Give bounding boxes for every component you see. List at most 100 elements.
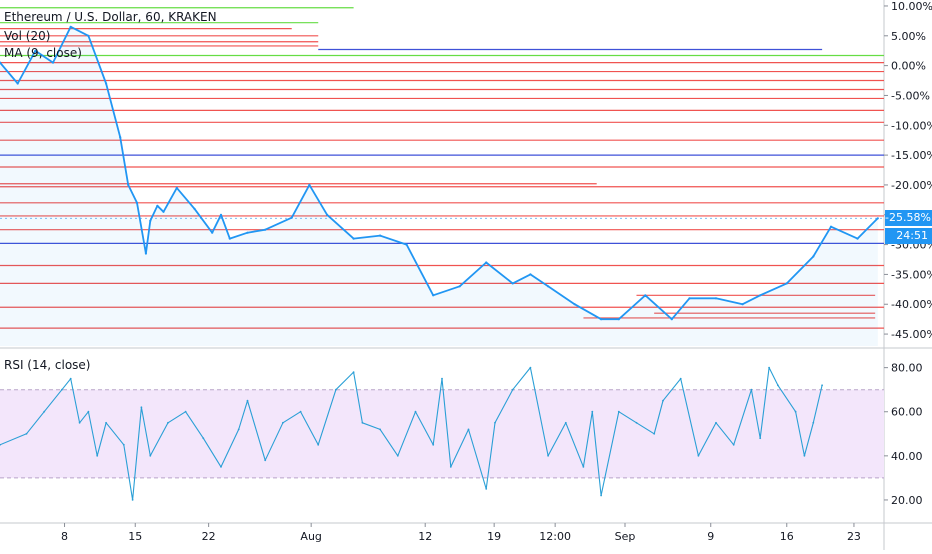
rsi-point-9	[122, 443, 125, 446]
rsi-point-53	[777, 384, 779, 387]
rsi-point-17	[237, 428, 240, 431]
time-tick-label-2: 22	[202, 530, 216, 543]
price-point-41	[759, 294, 762, 297]
price-point-0	[0, 61, 2, 64]
price-point-3	[51, 61, 55, 64]
price-point-37	[670, 318, 673, 321]
price-point-46	[876, 217, 879, 220]
price-point-18	[228, 237, 231, 240]
price-point-36	[644, 294, 647, 297]
price-point-42	[785, 282, 788, 285]
price-point-33	[573, 303, 576, 306]
rsi-point-38	[564, 421, 567, 424]
rsi-point-10	[131, 499, 134, 501]
rsi-point-3	[61, 388, 63, 391]
price-point-34	[600, 318, 603, 321]
price-point-19	[246, 231, 249, 234]
price-point-4	[69, 25, 72, 28]
price-point-27	[432, 294, 435, 297]
price-point-16	[211, 231, 214, 234]
time-tick-label-5: 19	[487, 530, 501, 543]
price-point-14	[175, 186, 178, 189]
rsi-point-8	[105, 421, 107, 424]
rsi-point-23	[335, 388, 337, 391]
price-tick-label-6: -20.00%	[891, 179, 932, 192]
price-point-38	[688, 297, 691, 300]
rsi-point-29	[432, 443, 435, 446]
price-point-8	[127, 183, 130, 186]
price-point-29	[485, 261, 488, 264]
rsi-point-6	[87, 410, 90, 413]
rsi-point-22	[317, 443, 320, 446]
price-tick-label-1: 5.00%	[891, 30, 926, 43]
price-tick-label-4: -10.00%	[891, 119, 932, 132]
price-point-44	[829, 225, 833, 228]
price-point-32	[547, 285, 550, 288]
price-point-30	[511, 282, 514, 285]
rsi-point-35	[511, 388, 514, 391]
rsi-point-7	[96, 454, 99, 457]
price-point-15	[193, 207, 196, 210]
price-point-10	[144, 252, 147, 255]
time-tick-label-10: 23	[847, 530, 861, 543]
rsi-point-34	[494, 421, 496, 424]
rsi-point-43	[635, 421, 638, 424]
rsi-point-56	[812, 421, 815, 424]
rsi-point-16	[220, 466, 222, 468]
legend-vol[interactable]: Vol (20)	[4, 29, 51, 43]
rsi-point-24	[352, 371, 355, 373]
rsi-point-15	[202, 437, 205, 440]
price-tick-label-0: 10.00%	[891, 0, 932, 13]
price-point-12	[156, 204, 159, 207]
price-point-5	[87, 34, 90, 37]
price-point-6	[105, 82, 108, 85]
rsi-point-51	[759, 437, 762, 440]
rsi-point-30	[441, 377, 443, 380]
rsi-point-21	[299, 410, 302, 413]
time-tick-label-4: 12	[418, 530, 432, 543]
price-point-2	[34, 49, 37, 52]
rsi-point-41	[600, 494, 602, 497]
rsi-tick-label-0: 80.00	[891, 362, 923, 375]
rsi-point-18	[246, 399, 249, 402]
price-point-40	[741, 303, 744, 306]
time-tick-label-9: 16	[780, 530, 794, 543]
rsi-tick-label-2: 40.00	[891, 450, 923, 463]
price-point-25	[379, 234, 382, 237]
legend-title[interactable]: Ethereum / U.S. Dollar, 60, KRAKEN	[4, 10, 217, 24]
rsi-point-11	[140, 406, 143, 409]
price-point-7	[119, 136, 122, 139]
rsi-point-19	[264, 459, 267, 462]
price-tick-label-5: -15.00%	[891, 149, 932, 162]
rsi-point-5	[78, 421, 81, 424]
rsi-point-52	[768, 366, 770, 369]
price-point-24	[352, 237, 355, 240]
rsi-point-26	[379, 428, 381, 431]
price-area	[0, 26, 878, 347]
rsi-point-36	[529, 366, 532, 369]
price-tick-label-3: -5.00%	[891, 89, 930, 102]
time-tick-label-7: Sep	[615, 530, 636, 543]
price-tick-label-2: 0.00%	[891, 60, 926, 73]
rsi-tick-label-3: 20.00	[891, 494, 923, 507]
last-change-tag: -25.58%	[885, 210, 932, 227]
rsi-point-37	[547, 454, 549, 457]
rsi-point-27	[396, 454, 399, 457]
price-point-22	[308, 183, 311, 186]
rsi-band	[0, 389, 884, 478]
price-point-23	[326, 213, 329, 216]
price-point-17	[219, 213, 223, 216]
legend-ma[interactable]: MA (9, close)	[4, 46, 82, 60]
rsi-point-33	[485, 488, 488, 490]
rsi-point-50	[750, 388, 753, 391]
rsi-point-40	[591, 410, 594, 413]
legend-rsi[interactable]: RSI (14, close)	[4, 358, 91, 372]
rsi-point-42	[617, 410, 620, 413]
rsi-point-49	[732, 443, 735, 446]
price-point-13	[162, 210, 165, 213]
price-tick-label-10: -40.00%	[891, 298, 932, 311]
price-point-45	[856, 237, 859, 240]
rsi-tick-label-1: 60.00	[891, 406, 923, 419]
